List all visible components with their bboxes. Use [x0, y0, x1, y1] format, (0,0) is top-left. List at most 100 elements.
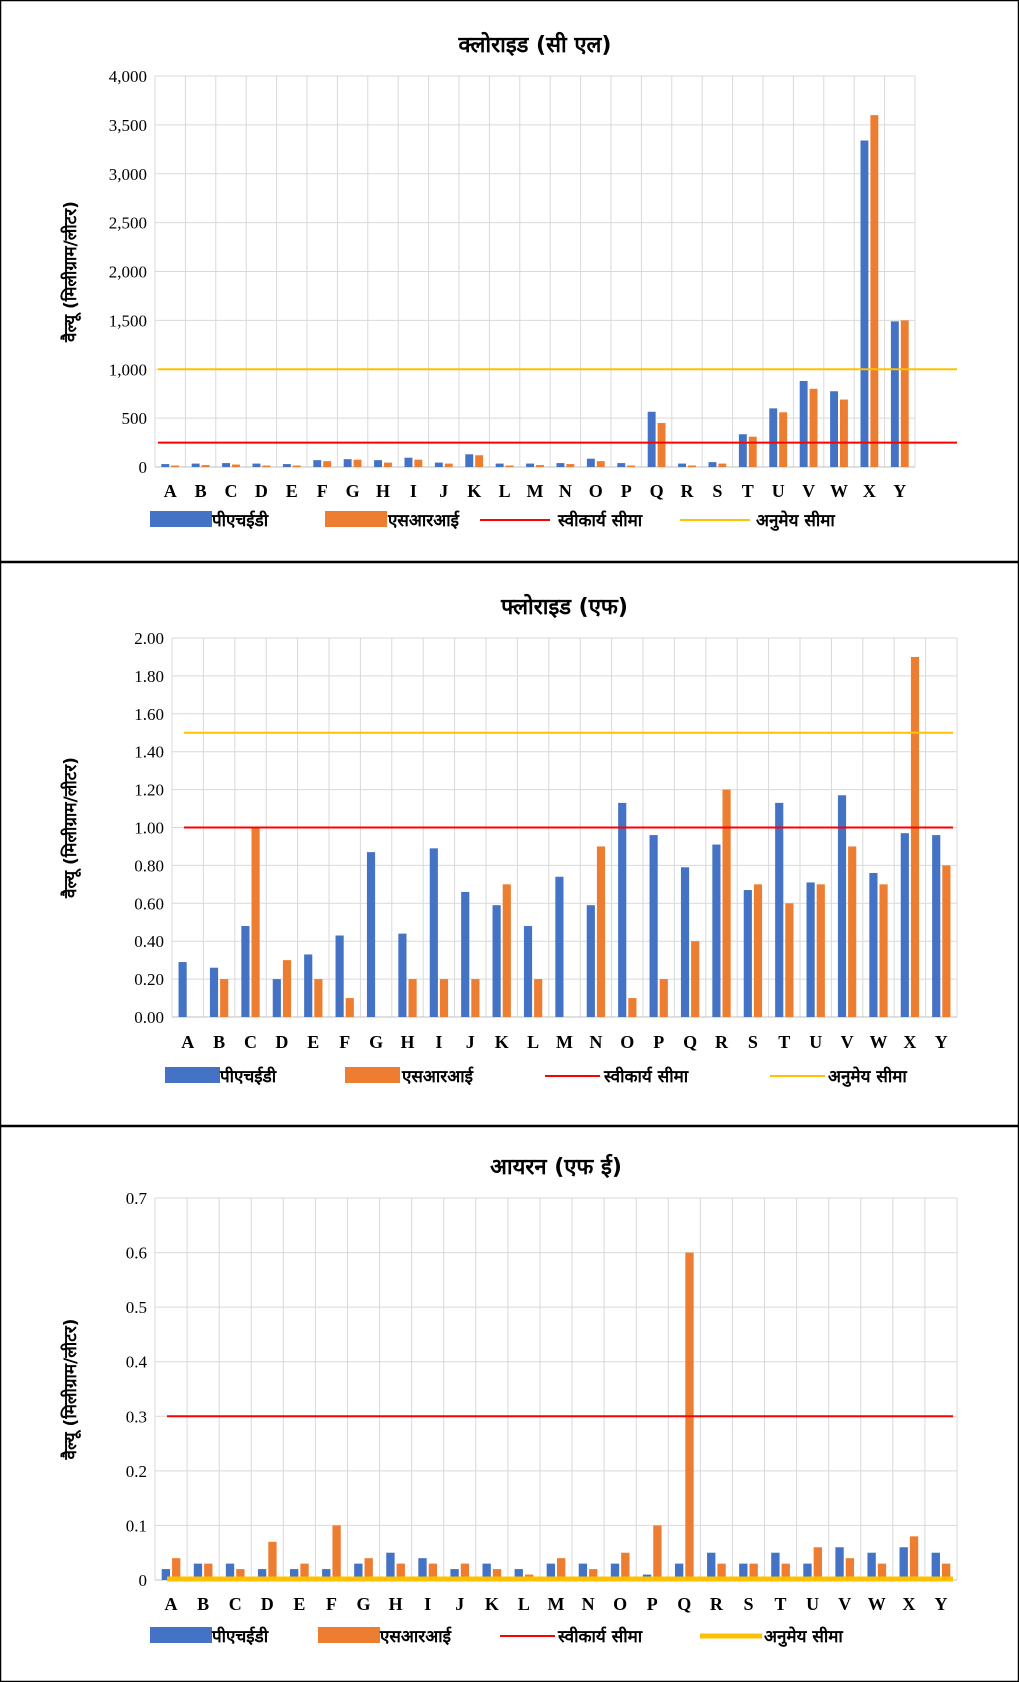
x-tick-label: W	[868, 1594, 886, 1614]
legend-label: पीएचईडी	[219, 1066, 277, 1087]
bar-sri-C	[251, 827, 260, 1017]
bar-sri-W	[877, 1563, 887, 1580]
y-tick-label: 3,000	[109, 165, 147, 184]
x-tick-label: H	[389, 1594, 403, 1614]
fluoride-chart-panel: फ्लोराइड (एफ) वैल्यू (मिलीग्राम/लीटर) 0.00…	[0, 562, 1019, 1126]
x-tick-label: G	[346, 481, 360, 501]
bar-sri-E	[292, 465, 301, 467]
x-tick-label: W	[830, 481, 848, 501]
bar-sri-E	[314, 979, 323, 1017]
bar-sri-T	[781, 1563, 790, 1580]
x-tick-label: H	[400, 1032, 414, 1052]
bar-sri-C	[232, 464, 240, 467]
legend-phed-swatch	[150, 1627, 212, 1643]
x-tick-label: K	[495, 1032, 509, 1052]
bar-phed-T	[738, 434, 747, 467]
y-tick-label: 0	[139, 458, 148, 477]
bar-phed-W	[867, 1552, 876, 1580]
bar-phed-P	[617, 463, 626, 467]
bar-phed-R	[678, 463, 686, 467]
legend-label: एसआरआई	[379, 1626, 452, 1647]
bar-phed-M	[526, 463, 534, 467]
bar-phed-U	[803, 1563, 812, 1580]
y-tick-label: 0.7	[126, 1189, 148, 1208]
x-tick-label: V	[841, 1032, 854, 1052]
legend-phed-swatch	[165, 1067, 220, 1083]
bar-sri-P	[627, 465, 636, 467]
bar-phed-L	[495, 463, 504, 467]
x-tick-label: L	[518, 1594, 530, 1614]
bar-sri-S	[718, 463, 727, 467]
legend-label: स्वीकार्य सीमा	[557, 1626, 643, 1647]
bar-sri-E	[300, 1563, 309, 1580]
bar-phed-N	[578, 1563, 588, 1580]
bar-phed-A	[161, 1569, 171, 1580]
x-tick-label: Q	[650, 481, 664, 501]
y-tick-label: 4,000	[109, 67, 147, 86]
x-tick-label: X	[863, 481, 876, 501]
y-tick-label: 0.5	[126, 1298, 147, 1317]
x-tick-label: B	[197, 1594, 209, 1614]
bar-phed-S	[708, 462, 717, 467]
legend-sri-swatch	[318, 1627, 380, 1643]
bar-phed-C	[241, 926, 250, 1017]
bar-phed-C	[225, 1563, 235, 1580]
bar-sri-U	[779, 412, 788, 467]
bar-phed-Q	[680, 867, 690, 1017]
bar-sri-M	[557, 1558, 566, 1580]
bar-phed-A	[161, 464, 170, 467]
legend-label: अनुमेय सीमा	[764, 1626, 843, 1647]
bar-phed-M	[555, 876, 564, 1017]
bar-sri-H	[408, 979, 417, 1017]
x-tick-label: N	[559, 481, 572, 501]
x-tick-label: D	[255, 481, 268, 501]
iron-chart: आयरन (एफ ई) वैल्यू (मिलीग्राम/लीटर) 0 0.1 0.…	[0, 1126, 1019, 1682]
y-tick-label: 0.20	[134, 970, 164, 989]
x-tick-label: A	[164, 481, 177, 501]
bar-sri-Q	[691, 941, 700, 1017]
y-tick-label: 0.4	[126, 1353, 148, 1372]
x-tick-label: U	[809, 1032, 822, 1052]
bar-phed-J	[461, 891, 470, 1017]
bar-phed-B	[193, 1563, 203, 1580]
bar-phed-A	[178, 962, 187, 1017]
iron-chart-panel: आयरन (एफ ई) वैल्यू (मिलीग्राम/लीटर) 0 0.1 0.…	[0, 1126, 1019, 1682]
bar-phed-X	[860, 140, 869, 467]
bar-sri-Y	[941, 1563, 951, 1580]
bar-phed-U	[806, 882, 815, 1017]
bar-sri-G	[364, 1558, 373, 1580]
y-tick-label: 1,000	[109, 360, 147, 379]
x-tick-label: D	[261, 1594, 274, 1614]
bar-phed-X	[899, 1547, 908, 1580]
legend-label: एसआरआई	[387, 510, 460, 531]
x-tick-label: I	[424, 1594, 431, 1614]
x-tick-label: D	[275, 1032, 288, 1052]
bar-sri-N	[566, 464, 575, 467]
bar-phed-E	[304, 954, 313, 1017]
x-tick-label: E	[293, 1594, 305, 1614]
bar-sri-S	[749, 1563, 758, 1580]
bar-sri-J	[460, 1563, 470, 1580]
bar-sri-U	[813, 1547, 822, 1580]
y-axis-label: वैल्यू (मिलीग्राम/लीटर)	[60, 757, 82, 899]
x-tick-label: B	[213, 1032, 225, 1052]
bar-phed-G	[354, 1563, 363, 1580]
x-tick-label: I	[410, 481, 417, 501]
legend-label: एसआरआई	[401, 1066, 474, 1087]
chloride-chart: क्लोराइड (सी एल) वैल्यू (मिलीग्राम/लीटर) 0…	[0, 0, 1019, 562]
legend-label: स्वीकार्य सीमा	[557, 510, 643, 531]
bar-sri-L	[534, 979, 543, 1017]
y-tick-label: 0.00	[134, 1008, 164, 1027]
bar-phed-V	[835, 1547, 844, 1580]
chart-title: आयरन (एफ ई)	[490, 1153, 622, 1180]
x-tick-label: O	[613, 1594, 627, 1614]
x-tick-label: T	[742, 481, 754, 501]
bar-sri-B	[204, 1563, 213, 1580]
bar-sri-R	[722, 789, 731, 1017]
bar-sri-B	[201, 465, 210, 467]
bar-phed-J	[450, 1569, 459, 1580]
y-tick-label: 2,000	[109, 263, 147, 282]
y-tick-label: 0.1	[126, 1516, 147, 1535]
y-tick-label: 1.80	[134, 667, 164, 686]
bar-phed-G	[343, 459, 352, 467]
